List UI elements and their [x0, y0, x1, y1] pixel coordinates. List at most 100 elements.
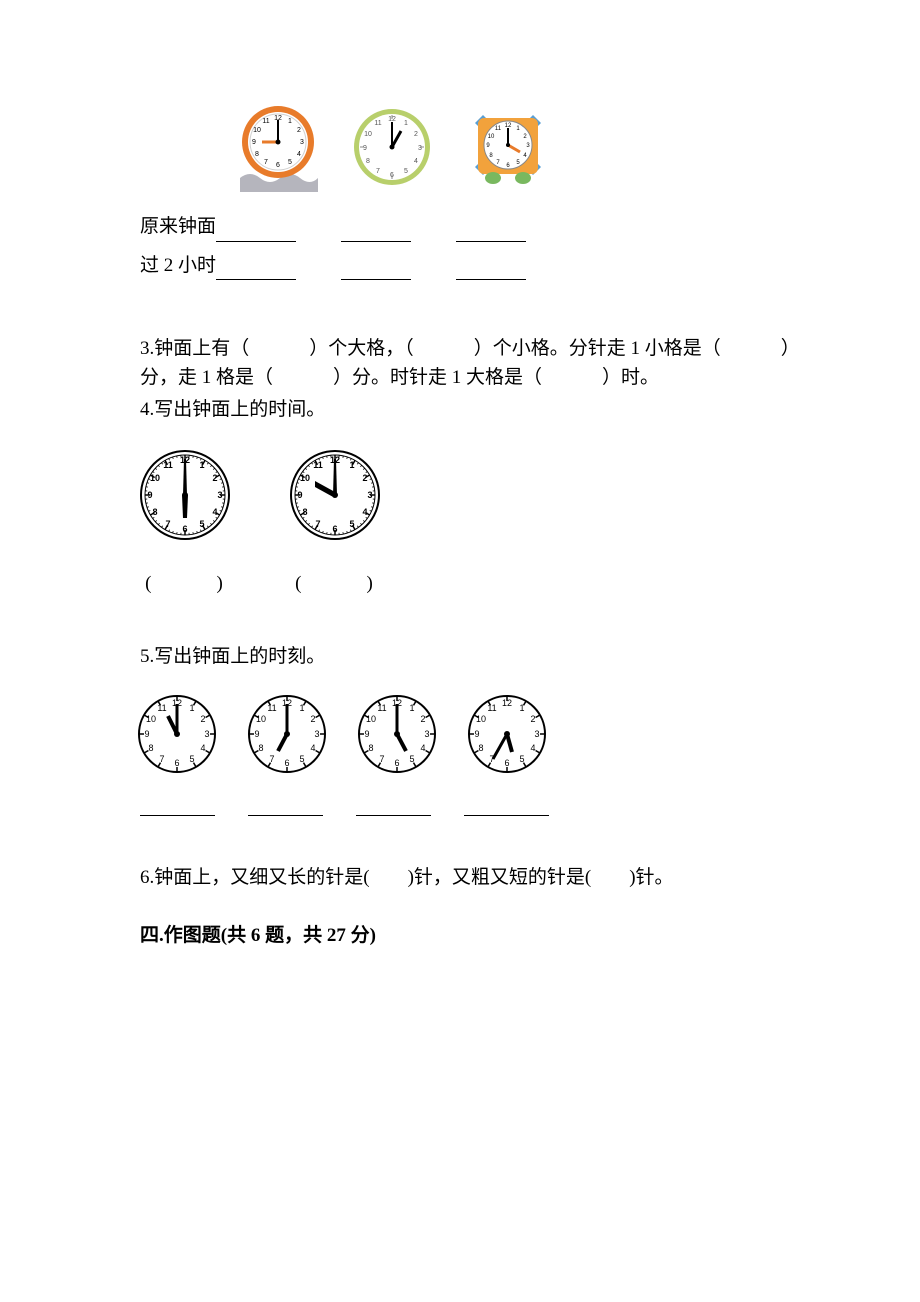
svg-text:1: 1	[404, 120, 408, 127]
svg-text:5: 5	[189, 754, 194, 764]
svg-text:7: 7	[269, 754, 274, 764]
content-area: 1212 345 678 91011 1212	[140, 100, 800, 951]
svg-text:11: 11	[495, 126, 502, 132]
svg-text:10: 10	[476, 714, 486, 724]
svg-text:3: 3	[314, 729, 319, 739]
svg-text:11: 11	[313, 460, 323, 470]
svg-text:4: 4	[530, 743, 535, 753]
q5-answer-lines	[140, 799, 800, 816]
svg-text:5: 5	[288, 159, 292, 166]
svg-text:10: 10	[150, 473, 160, 483]
clock-image-2: 1212 345 678 91011	[350, 100, 435, 195]
svg-text:2: 2	[414, 131, 418, 138]
svg-text:5: 5	[404, 168, 408, 175]
q4-clocks: 1212 345 678 91011 ( )	[135, 445, 800, 599]
svg-text:11: 11	[267, 703, 276, 713]
svg-text:7: 7	[264, 159, 268, 166]
blank	[356, 799, 431, 816]
svg-text:10: 10	[253, 127, 261, 134]
svg-text:2: 2	[212, 473, 217, 483]
top-clock-row: 1212 345 678 91011 1212	[230, 100, 800, 195]
svg-text:2: 2	[200, 714, 205, 724]
svg-text:5: 5	[299, 754, 304, 764]
svg-text:2: 2	[420, 714, 425, 724]
svg-text:8: 8	[255, 151, 259, 158]
blank	[216, 223, 296, 242]
svg-text:8: 8	[152, 507, 157, 517]
svg-text:8: 8	[478, 743, 483, 753]
svg-text:5: 5	[409, 754, 414, 764]
svg-text:5: 5	[199, 519, 204, 529]
q5-clock-1: 1212 345 678 91011	[135, 692, 220, 777]
q4-clock-2: 1212 345 678 91011 ( )	[285, 445, 385, 599]
clock3-svg: 1212 345 678 91011	[460, 100, 555, 195]
svg-text:3: 3	[204, 729, 209, 739]
q3-part: ）个小格。分针走 1 小格是（	[474, 338, 721, 359]
blank	[140, 799, 215, 816]
svg-text:2: 2	[530, 714, 535, 724]
svg-text:11: 11	[374, 120, 381, 127]
svg-text:4: 4	[212, 507, 217, 517]
clock-image-1: 1212 345 678 91011	[230, 100, 325, 195]
svg-text:4: 4	[414, 158, 418, 165]
svg-text:1: 1	[409, 703, 414, 713]
svg-text:6: 6	[182, 524, 187, 534]
q3-part: 3.钟面上有（	[140, 338, 249, 359]
svg-text:9: 9	[144, 729, 149, 739]
svg-text:3: 3	[367, 490, 372, 500]
clock1-svg: 1212 345 678 91011	[230, 100, 325, 195]
svg-text:7: 7	[159, 754, 164, 764]
svg-text:11: 11	[157, 703, 166, 713]
svg-text:6: 6	[394, 758, 399, 768]
svg-text:9: 9	[474, 729, 479, 739]
q5-clock-2: 1212 345 678 91011	[245, 692, 330, 777]
svg-text:7: 7	[165, 519, 170, 529]
q5-clock-4: 1212 345 678 91011	[465, 692, 550, 777]
svg-text:9: 9	[363, 145, 367, 152]
svg-text:4: 4	[297, 151, 301, 158]
svg-text:7: 7	[379, 754, 384, 764]
clock2-svg: 1212 345 678 91011	[350, 100, 435, 195]
q3-text: 3.钟面上有（）个大格，（）个小格。分针走 1 小格是（） 分，走 1 格是（）…	[140, 335, 800, 392]
svg-text:10: 10	[146, 714, 156, 724]
svg-text:1: 1	[199, 460, 204, 470]
label-after2h: 过 2 小时	[140, 255, 216, 276]
q3-part: ）个大格，（	[309, 338, 414, 359]
svg-text:10: 10	[256, 714, 266, 724]
svg-text:3: 3	[534, 729, 539, 739]
svg-text:5: 5	[519, 754, 524, 764]
svg-text:10: 10	[364, 131, 372, 138]
blank	[341, 261, 411, 280]
svg-text:6: 6	[174, 758, 179, 768]
svg-text:1: 1	[299, 703, 304, 713]
svg-text:4: 4	[420, 743, 425, 753]
svg-text:6: 6	[284, 758, 289, 768]
blank	[248, 799, 323, 816]
q4-title: 4.写出钟面上的时间。	[140, 396, 800, 425]
svg-text:2: 2	[297, 127, 301, 134]
svg-text:10: 10	[366, 714, 376, 724]
q5-clocks: 1212 345 678 91011 1212 345	[135, 692, 800, 777]
svg-text:1: 1	[288, 118, 292, 125]
answer-paren: ( )	[285, 570, 385, 599]
blank	[456, 261, 526, 280]
answer-paren: ( )	[135, 570, 235, 599]
svg-text:6: 6	[332, 524, 337, 534]
clock-image-3: 1212 345 678 91011	[460, 100, 555, 195]
svg-text:11: 11	[377, 703, 386, 713]
svg-text:11: 11	[487, 703, 496, 713]
svg-text:4: 4	[200, 743, 205, 753]
svg-text:8: 8	[258, 743, 263, 753]
svg-text:1: 1	[189, 703, 194, 713]
q4-clock-1: 1212 345 678 91011 ( )	[135, 445, 235, 599]
q5-clock-3: 1212 345 678 91011	[355, 692, 440, 777]
svg-text:4: 4	[362, 507, 367, 517]
blank	[216, 261, 296, 280]
svg-text:7: 7	[376, 168, 380, 175]
blank	[341, 223, 411, 242]
svg-text:9: 9	[252, 139, 256, 146]
svg-text:9: 9	[297, 490, 302, 500]
q6-text: 6.钟面上，又细又长的针是( )针，又粗又短的针是( )针。	[140, 864, 800, 893]
svg-text:3: 3	[424, 729, 429, 739]
svg-text:8: 8	[302, 507, 307, 517]
